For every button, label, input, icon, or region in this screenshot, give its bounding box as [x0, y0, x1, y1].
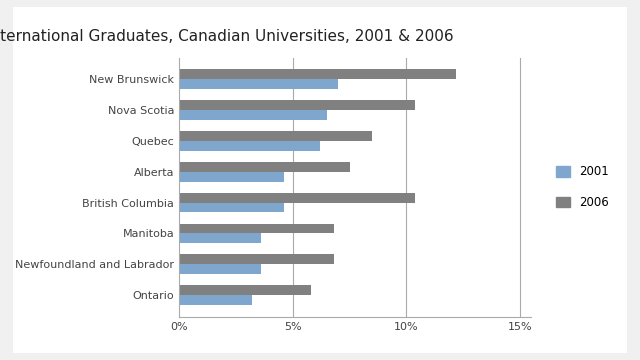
- Bar: [179, 255, 333, 264]
- FancyBboxPatch shape: [6, 4, 634, 356]
- Bar: [179, 79, 338, 89]
- Bar: [179, 295, 252, 305]
- Legend: 2001, 2006: 2001, 2006: [551, 161, 614, 214]
- Bar: [179, 110, 327, 120]
- Bar: [179, 69, 456, 79]
- Text: International Graduates, Canadian Universities, 2001 & 2006: International Graduates, Canadian Univer…: [0, 29, 453, 44]
- Bar: [179, 141, 320, 151]
- Bar: [179, 224, 333, 234]
- Bar: [179, 162, 349, 172]
- Bar: [179, 100, 415, 110]
- Bar: [179, 203, 284, 212]
- Bar: [179, 131, 372, 141]
- Bar: [179, 264, 261, 274]
- Bar: [179, 234, 261, 243]
- Bar: [179, 193, 415, 203]
- Bar: [179, 285, 311, 295]
- Bar: [179, 172, 284, 182]
